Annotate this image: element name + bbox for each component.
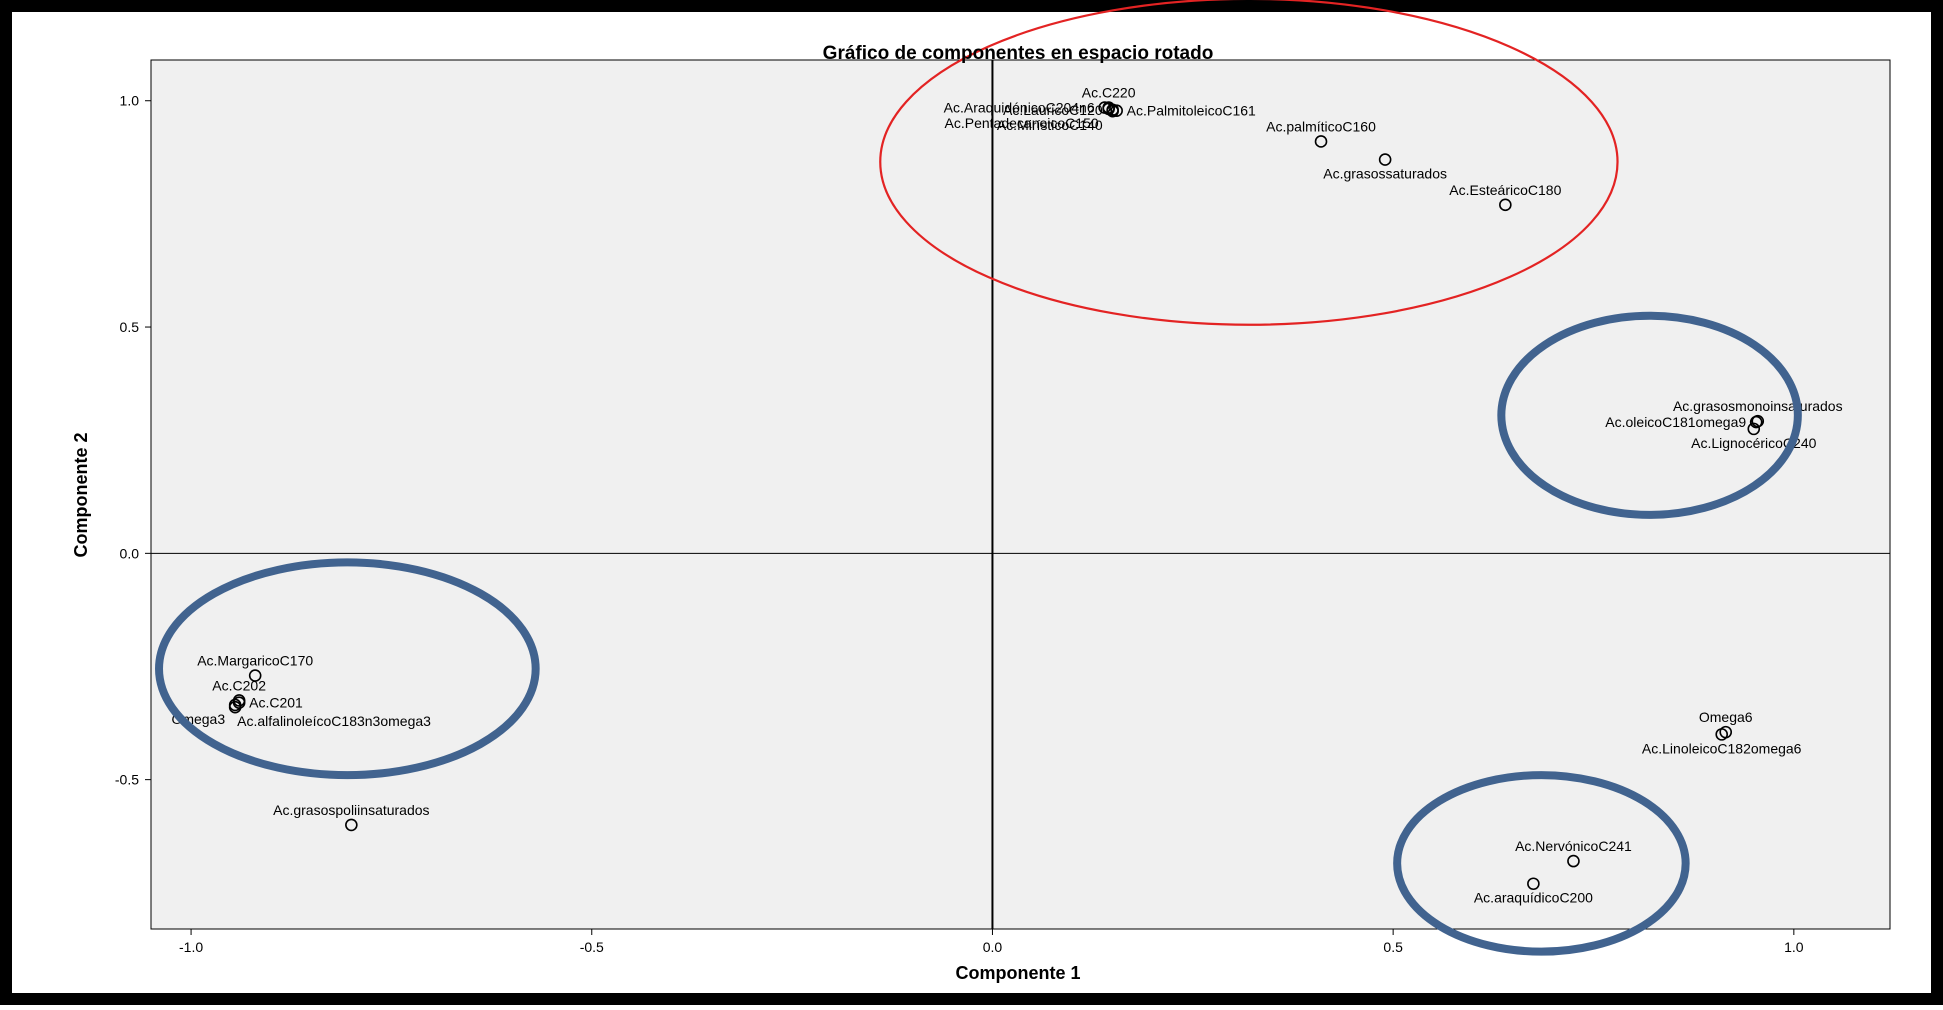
- y-tick-label: 0.0: [120, 545, 140, 561]
- y-tick-label: 0.5: [120, 319, 140, 335]
- red-highlight-ellipse: [879, 0, 1619, 326]
- x-tick-label: -1.0: [179, 939, 203, 955]
- data-point-label: Ac.MargaricoC170: [197, 653, 313, 669]
- y-tick-label: 1.0: [120, 93, 140, 109]
- data-point-label: Ac.PentadecanoicoC150: [945, 115, 1099, 131]
- x-tick-label: -0.5: [580, 939, 604, 955]
- highlight-ellipses: [155, 0, 1802, 956]
- data-point-label: Ac.grasossaturados: [1323, 166, 1447, 182]
- data-point-label: Ac.NervónicoC241: [1515, 838, 1632, 854]
- x-tick-label: 0.0: [983, 939, 1003, 955]
- data-point: [228, 700, 242, 714]
- data-point: [1110, 104, 1123, 117]
- y-axis-title: Componente 2: [71, 432, 91, 557]
- chart-title: Gráfico de componentes en espacio rotado: [823, 43, 1214, 64]
- data-point-label: Ac.grasosmonoinsaturados: [1673, 398, 1843, 414]
- blue-highlight-ellipse: [155, 558, 540, 780]
- x-tick-label: 1.0: [1784, 939, 1804, 955]
- data-point: [1527, 877, 1540, 891]
- data-point-label: Ac.alfalinoleícoC183n3omega3: [237, 713, 431, 729]
- data-point-label: Omega6: [1699, 709, 1753, 725]
- plot-area: [150, 59, 1891, 930]
- data-point: [1747, 422, 1761, 436]
- data-point: [1106, 104, 1119, 118]
- data-point: [345, 818, 358, 832]
- x-axis-title: Componente 1: [955, 963, 1080, 983]
- data-point-label: Ac.LignocéricoC240: [1691, 435, 1817, 451]
- data-point-label: Ac.EsteáricoC180: [1449, 182, 1561, 198]
- y-tick-label: -0.5: [115, 772, 139, 788]
- blue-highlight-ellipse: [1497, 311, 1802, 519]
- data-point-label: Ac.palmíticoC160: [1266, 118, 1376, 134]
- data-point-label: Ac.PalmitoleicoC161: [1127, 103, 1256, 119]
- x-axis: -1.0 -0.5 0.0 0.5 1.0: [179, 929, 1804, 955]
- data-point: [1567, 854, 1580, 868]
- x-tick-label: 0.5: [1383, 939, 1403, 955]
- data-point-label: Ac.araquídicoC200: [1474, 890, 1593, 906]
- data-point: [248, 669, 262, 682]
- data-point: [1378, 153, 1392, 166]
- data-point: [1314, 135, 1328, 148]
- data-point-label: Ac.C201: [249, 695, 303, 711]
- data-point-label: Ac.MirísticoC140: [997, 117, 1103, 133]
- data-point-label: Ac.LinoleicoC182omega6: [1642, 740, 1802, 756]
- data-point-label: Ac.oleicoC181omega9: [1605, 414, 1746, 430]
- reference-lines: [151, 60, 1890, 929]
- data-point: [1499, 198, 1512, 212]
- data-point-label: Ac.AraquidónicoC204n6: [944, 100, 1095, 116]
- data-point-label: Ac.LauricoC120: [1003, 102, 1103, 118]
- blue-highlight-ellipse: [1393, 771, 1690, 956]
- data-point-label: Ac.C202: [212, 677, 266, 693]
- data-point-label: Ac.C220: [1082, 85, 1136, 101]
- data-point: [1715, 728, 1729, 741]
- y-axis: -0.5 0.0 0.5 1.0: [115, 93, 151, 788]
- data-point-label: Ac.grasospoliinsaturados: [273, 802, 429, 818]
- data-point: [1749, 415, 1763, 429]
